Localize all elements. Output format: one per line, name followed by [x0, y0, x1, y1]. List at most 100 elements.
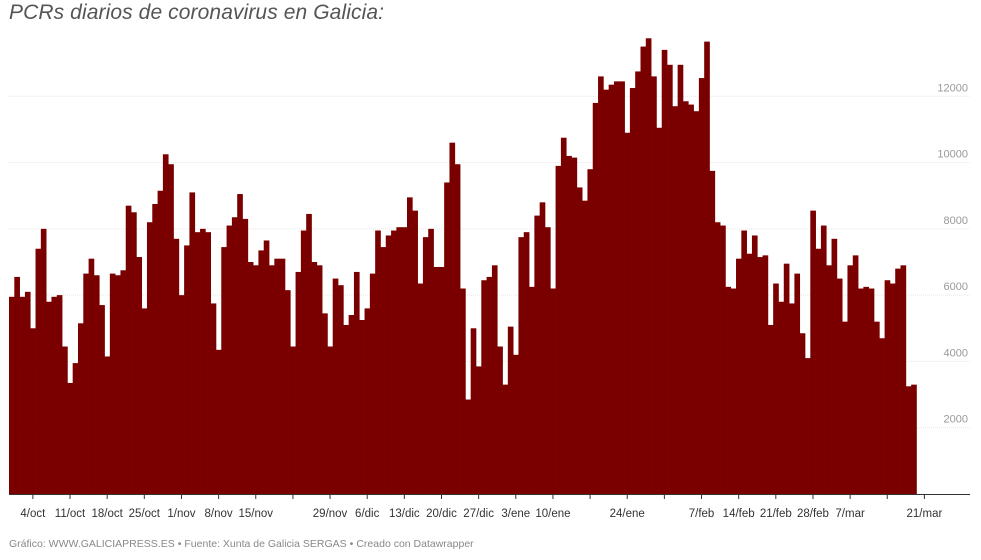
bar — [507, 326, 514, 494]
bar — [93, 275, 100, 494]
x-tick-label: 24/ene — [610, 508, 645, 520]
bar — [141, 308, 148, 494]
x-tick-label: 29/nov — [313, 508, 348, 520]
bar — [757, 257, 763, 494]
bar — [173, 238, 180, 494]
bar — [746, 253, 753, 494]
bar — [486, 276, 493, 494]
bar — [40, 228, 47, 495]
x-tick-label: 8/nov — [205, 508, 233, 520]
bar — [51, 296, 58, 494]
bar — [72, 363, 79, 494]
bar — [369, 273, 376, 494]
bar — [348, 315, 355, 494]
x-tick-label: 21/feb — [760, 508, 792, 520]
bar — [115, 275, 121, 494]
bar — [672, 106, 678, 494]
bar — [741, 230, 747, 494]
bar — [842, 321, 848, 494]
bar — [603, 89, 610, 494]
bar — [725, 286, 732, 494]
bar — [783, 263, 790, 494]
bar — [385, 235, 392, 495]
bar — [375, 230, 381, 494]
y-tick-label: 8000 — [944, 215, 968, 227]
bar — [831, 238, 838, 494]
bar — [56, 295, 63, 494]
bar — [720, 225, 726, 495]
bar — [709, 170, 716, 495]
bar — [635, 71, 641, 495]
bar — [237, 194, 243, 494]
bar — [805, 358, 811, 494]
bar — [794, 273, 801, 494]
bar — [550, 288, 556, 494]
bar — [470, 328, 477, 494]
bar — [30, 328, 36, 494]
bar — [157, 190, 164, 495]
bar — [640, 46, 647, 494]
bar — [555, 165, 562, 494]
bar — [656, 127, 663, 495]
bar — [146, 222, 153, 495]
bar — [311, 262, 318, 494]
bar — [279, 258, 286, 494]
x-tick-label: 21/mar — [907, 508, 943, 520]
bar — [518, 237, 525, 494]
bar — [815, 248, 822, 494]
footer-separator: • — [349, 538, 354, 550]
chart-footer: Gráfico: WWW.GALICIAPRESS.ES • Fuente: Xun… — [9, 538, 474, 550]
bar — [295, 271, 302, 494]
bar — [438, 266, 445, 494]
bar — [428, 228, 434, 495]
bar — [77, 323, 84, 494]
bar — [502, 384, 509, 494]
bar — [67, 382, 74, 494]
bar — [152, 204, 158, 494]
bar — [773, 283, 779, 494]
bar — [539, 202, 546, 494]
x-tick-label: 3/ene — [501, 508, 530, 520]
bar — [497, 346, 503, 494]
bar — [168, 164, 174, 495]
bar — [629, 88, 636, 494]
bar — [210, 303, 217, 494]
bar — [661, 49, 668, 494]
bar — [704, 41, 710, 494]
bar — [353, 271, 360, 494]
bar — [529, 286, 535, 494]
bar — [858, 288, 864, 494]
bar — [836, 278, 843, 494]
x-tick-label: 6/dic — [355, 508, 380, 520]
bar — [226, 225, 233, 495]
bar — [290, 346, 296, 494]
bar — [136, 257, 143, 494]
bar — [762, 255, 769, 494]
bar — [444, 182, 450, 494]
footer-credit: Gráfico: WWW.GALICIAPRESS.ES — [9, 538, 175, 550]
x-tick-label: 11/oct — [55, 508, 86, 520]
bar — [194, 232, 201, 495]
bar — [258, 250, 265, 494]
footer-tool: Creado con Datawrapper — [356, 538, 474, 550]
bar — [322, 313, 328, 494]
bar — [852, 255, 859, 494]
bar — [624, 132, 631, 495]
bar — [677, 64, 684, 495]
bar — [364, 308, 371, 494]
x-tick-label: 14/feb — [723, 508, 755, 520]
bar — [491, 265, 498, 494]
bar — [873, 321, 880, 494]
bar — [300, 230, 307, 494]
bar — [35, 248, 42, 494]
bar — [895, 268, 901, 494]
y-tick-label: 12000 — [937, 82, 968, 94]
bar — [582, 200, 588, 494]
bar — [534, 215, 541, 494]
bar — [613, 81, 620, 495]
bar — [889, 283, 896, 494]
bar — [391, 230, 397, 494]
bar — [608, 84, 615, 495]
bar — [231, 217, 238, 494]
